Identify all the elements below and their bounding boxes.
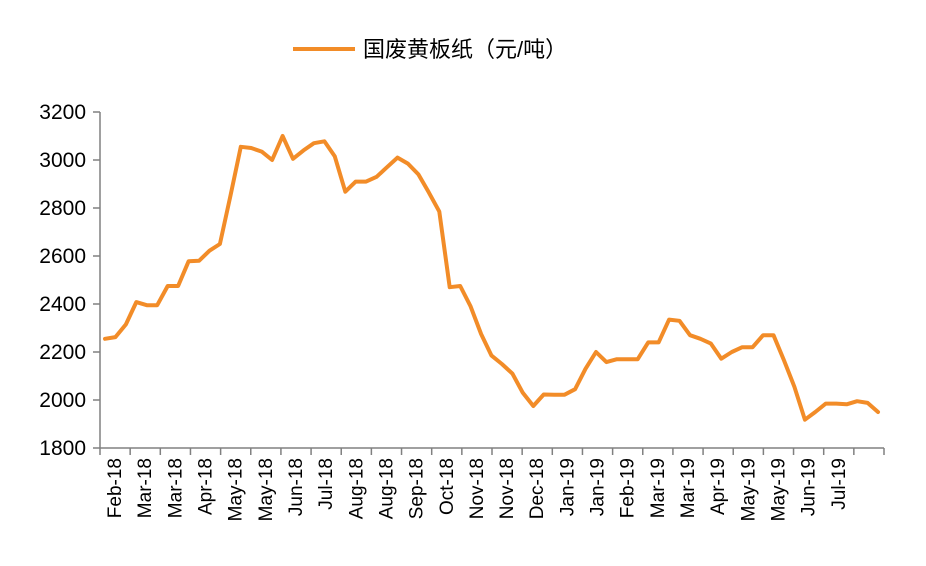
x-tick-label: Jun-19: [799, 458, 820, 516]
y-tick-label: 3200: [39, 101, 86, 124]
x-tick-label: Oct-18: [437, 458, 458, 515]
x-tick-label: Jun-18: [286, 458, 307, 516]
x-tick-label: Nov-18: [497, 458, 518, 519]
y-tick-label: 2600: [39, 245, 86, 268]
y-tick-label: 3000: [39, 149, 86, 172]
x-tick-label: Mar-18: [165, 458, 186, 518]
y-tick-label: 2000: [39, 389, 86, 412]
x-tick-label: Dec-18: [527, 458, 548, 519]
x-tick-label: Jul-18: [316, 458, 337, 510]
y-axis: 1800 2000 2200 2400 2600 2800 3000 3200: [39, 101, 101, 460]
y-tick-label: 1800: [39, 437, 86, 460]
plot-area: [103, 134, 880, 422]
x-tick-label: May-18: [256, 458, 277, 521]
y-tick-label: 2200: [39, 341, 86, 364]
x-tick-label: May-19: [768, 458, 789, 521]
x-tick-label: Mar-19: [678, 458, 699, 518]
x-axis: Feb-18 Mar-18 Mar-18 Apr-18 May-18 May-18 Jun-…: [99, 447, 885, 521]
series-line-0: [103, 134, 880, 422]
x-tick-label: Aug-18: [376, 458, 397, 519]
x-tick-label: Apr-18: [196, 458, 217, 515]
x-tick-label: Nov-18: [467, 458, 488, 519]
x-tick-label: Mar-19: [648, 458, 669, 518]
x-tick-label: Jul-19: [829, 458, 850, 510]
y-tick-label: 2400: [39, 293, 86, 316]
y-tick-label: 2800: [39, 197, 86, 220]
x-tick-label: Jan-19: [557, 458, 578, 516]
x-tick-label: Sep-18: [407, 458, 428, 519]
x-tick-label: May-19: [738, 458, 759, 521]
legend-label: 国废黄板纸（元/吨）: [363, 37, 567, 62]
x-tick-label: Aug-18: [346, 458, 367, 519]
x-tick-label: Apr-19: [708, 458, 729, 515]
x-tick-label: Feb-18: [105, 458, 126, 518]
x-tick-label: Jan-19: [588, 458, 609, 516]
x-tick-label: Feb-19: [618, 458, 639, 518]
x-tick-label: May-18: [226, 458, 247, 521]
x-tick-label: Mar-18: [135, 458, 156, 518]
legend: 国废黄板纸（元/吨）: [293, 37, 567, 62]
